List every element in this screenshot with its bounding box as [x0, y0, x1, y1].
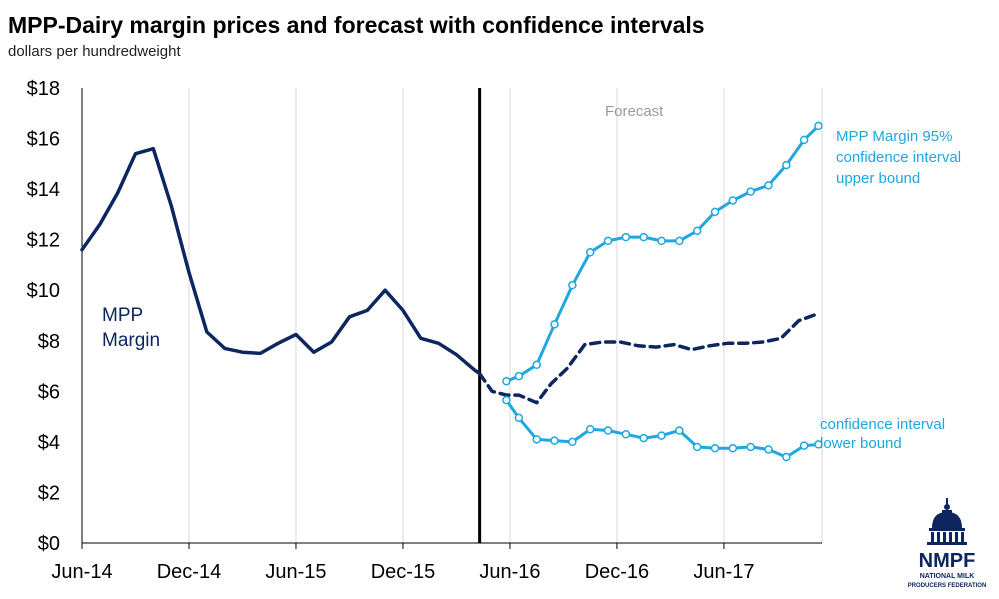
y-axis-ticks: $0 $2 $4 $6 $8 $10 $12 $14 $16 $18 — [27, 78, 60, 555]
upper-bound-label-line1: MPP Margin 95% — [836, 128, 952, 145]
y-tick-label: $0 — [38, 533, 60, 555]
series-3-point — [799, 441, 809, 450]
series-3-point — [585, 425, 595, 434]
series-3-point — [639, 433, 648, 443]
mpp-label-line1: MPP — [102, 305, 143, 326]
gridlines — [188, 88, 823, 543]
x-tick-label: Jun-16 — [479, 561, 540, 583]
x-tick-label: Jun-15 — [265, 561, 326, 583]
series-2-point — [746, 187, 755, 196]
y-tick-label: $18 — [27, 78, 60, 100]
x-tick-label: Dec-16 — [585, 561, 649, 583]
series-3-point — [814, 440, 823, 449]
series-3-point — [764, 445, 773, 454]
y-tick-label: $10 — [27, 280, 60, 302]
y-tick-label: $16 — [27, 129, 60, 151]
series-3-point — [621, 430, 631, 439]
forecast-marker: Forecast — [478, 88, 664, 543]
chart-title: MPP-Dairy margin prices and forecast wit… — [8, 12, 705, 38]
mpp-label-line2: Margin — [102, 330, 160, 351]
series-3-point — [603, 426, 613, 435]
series-3-point — [675, 426, 684, 435]
y-tick-label: $2 — [38, 482, 60, 504]
series-2-point — [502, 376, 511, 386]
chart-subtitle: dollars per hundredweight — [8, 43, 181, 60]
series-3-point — [782, 452, 791, 462]
series-3-point — [657, 431, 666, 440]
x-axis-ticks: Jun-14 Dec-14 Jun-15 Dec-15 Jun-16 Dec-16 Jun-… — [51, 543, 755, 583]
series-2-point — [568, 280, 577, 290]
series-2-point — [603, 236, 613, 246]
series-markers — [502, 121, 823, 462]
series-2-point — [675, 236, 684, 246]
series-2-point — [814, 121, 823, 131]
nmpf-logo: NMPF NATIONAL MILK PRODUCERS FEDERATION — [908, 498, 987, 589]
series-2-point — [621, 232, 631, 242]
series-2-point — [639, 232, 648, 242]
series-3-point — [568, 437, 577, 447]
series-lines — [80, 124, 820, 459]
upper-bound-label-line2: confidence interval — [836, 149, 961, 166]
series-line-0 — [80, 146, 482, 376]
x-tick-label: Jun-14 — [51, 561, 112, 583]
series-3-point — [550, 436, 559, 445]
logo-subline1: NATIONAL MILK — [920, 573, 975, 580]
series-line-2 — [504, 124, 820, 383]
series-2-point — [764, 181, 773, 190]
capitol-dome-icon — [927, 498, 967, 545]
logo-name: NMPF — [919, 550, 976, 572]
lower-bound-label-line1: confidence interval — [820, 416, 945, 433]
series-2-point — [550, 320, 559, 329]
y-tick-label: $14 — [27, 179, 60, 201]
series-2-point — [799, 135, 809, 145]
y-tick-label: $6 — [38, 381, 60, 403]
series-3-point — [502, 395, 511, 405]
lower-bound-label-line2: lower bound — [820, 435, 902, 452]
upper-bound-label-line3: upper bound — [836, 170, 920, 187]
y-tick-label: $12 — [27, 230, 60, 252]
series-3-point — [514, 413, 524, 423]
series-2-point — [657, 236, 666, 246]
series-line-1 — [477, 312, 819, 405]
x-tick-label: Dec-15 — [371, 561, 435, 583]
series-2-point — [514, 371, 524, 381]
forecast-label: Forecast — [605, 103, 664, 120]
series-labels: MPP Margin MPP Margin 95% confidence int… — [102, 128, 961, 452]
series-3-point — [710, 443, 720, 453]
logo-subline2: PRODUCERS FEDERATION — [908, 583, 987, 589]
series-3-point — [532, 435, 541, 444]
series-2-point — [782, 160, 791, 170]
x-tick-label: Dec-14 — [157, 561, 221, 583]
x-tick-label: Jun-17 — [693, 561, 754, 583]
series-3-point — [728, 443, 738, 453]
series-2-point — [692, 226, 702, 236]
axes — [81, 88, 822, 544]
series-2-point — [728, 196, 738, 205]
series-2-point — [710, 207, 720, 217]
y-tick-label: $4 — [38, 432, 60, 454]
series-2-point — [585, 248, 595, 257]
series-2-point — [532, 360, 541, 370]
y-tick-label: $8 — [38, 331, 60, 353]
series-3-point — [692, 442, 702, 452]
series-3-point — [746, 442, 755, 452]
